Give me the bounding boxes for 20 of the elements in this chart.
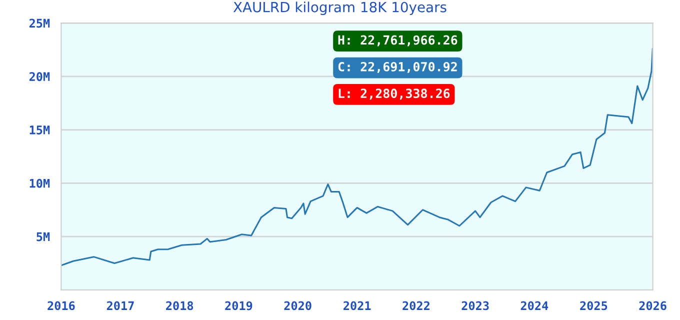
x-tick-label: 2022 [402,301,430,310]
x-tick-label: 2024 [520,301,548,310]
annotation: H: 22,761,966.26 [338,35,458,46]
x-tick-label: 2026 [639,301,666,310]
chart-title: XAULRD kilogram 18K 10years [233,2,446,16]
x-tick-label: 2020 [284,301,312,310]
x-tick-label: 2023 [462,301,489,310]
y-tick-label: 10M [30,178,50,188]
x-tick-label: 2025 [580,301,608,310]
x-tick-label: 2018 [166,301,194,310]
y-tick-label: 15M [30,126,50,134]
annotation: L: 2,280,338.26 [338,88,450,100]
y-tick-label: 20M [29,72,50,82]
x-tick-label: 2021 [344,301,371,310]
x-tick-label: 2019 [225,301,252,310]
y-tick-label: 5M [36,232,50,242]
annotation: C: 22,691,070.92 [338,62,457,73]
x-tick-label: 2016 [48,301,75,310]
x-tick-label: 2017 [106,301,134,310]
y-tick-label: 25M [29,18,50,28]
